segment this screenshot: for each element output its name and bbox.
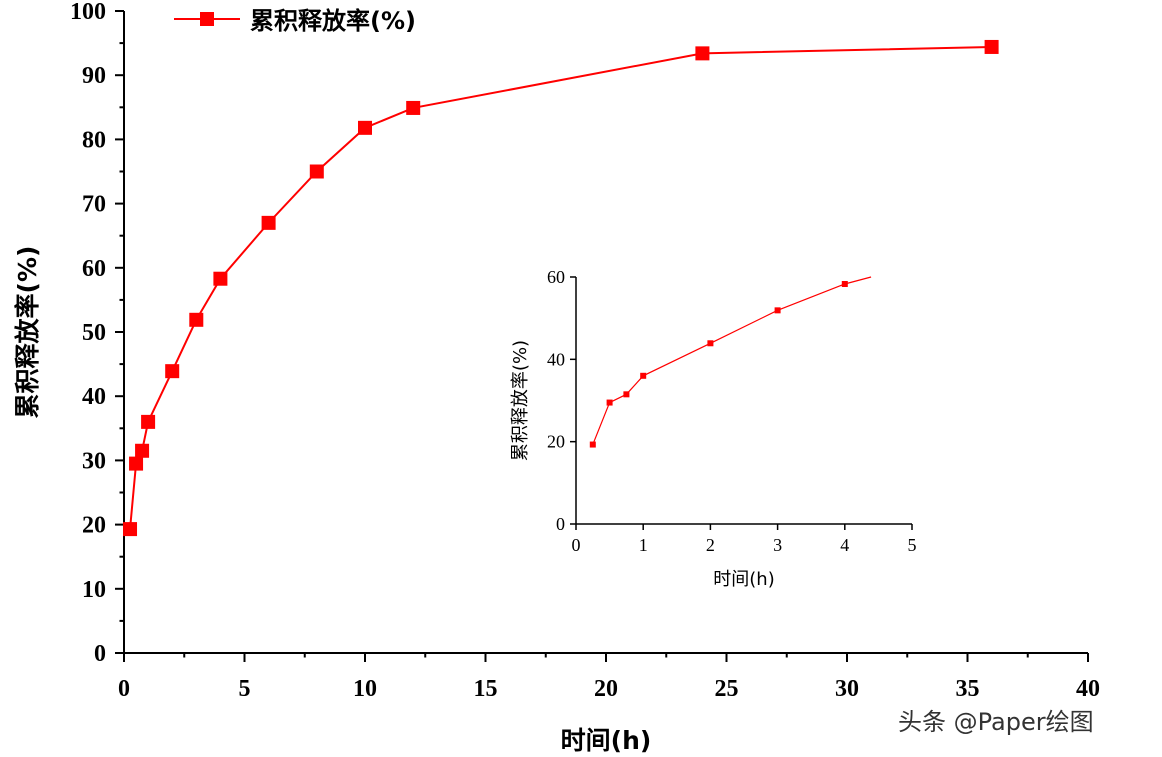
x-tick-label: 3: [773, 535, 782, 555]
data-point-marker: [640, 372, 647, 379]
main-y-axis-title: 累积释放率(%): [13, 246, 42, 419]
data-point-marker: [695, 46, 710, 61]
x-tick-label: 25: [715, 676, 739, 702]
data-point-marker: [623, 391, 630, 398]
data-point-marker: [774, 307, 781, 314]
y-tick-label: 0: [556, 514, 565, 534]
x-tick-label: 4: [840, 535, 849, 555]
y-tick-label: 60: [82, 256, 106, 282]
x-tick-label: 1: [639, 535, 648, 555]
legend-label: 累积释放率(%): [250, 7, 416, 35]
inset-plot: 0 1 2 3 4 5 0 20 40 60 时间(h) 累积释放率(%): [510, 267, 917, 590]
main-markers: [123, 39, 999, 537]
data-point-marker: [261, 215, 276, 230]
data-point-marker: [213, 271, 228, 286]
data-point-marker: [358, 120, 372, 135]
y-tick-label: 70: [82, 192, 106, 218]
y-tick-label: 80: [82, 127, 106, 153]
main-series-line: [129, 45, 992, 530]
main-x-axis-title: 时间(h): [561, 726, 652, 755]
data-point-marker: [406, 100, 421, 115]
watermark: 头条 @Paper绘图: [898, 708, 1094, 736]
y-tick-label: 90: [82, 63, 106, 89]
data-point-marker: [123, 522, 138, 537]
y-tick-label: 20: [547, 432, 565, 452]
x-tick-label: 30: [835, 676, 859, 702]
inset-series-line: [592, 276, 872, 445]
y-tick-label: 40: [82, 384, 106, 410]
data-point-marker: [309, 164, 324, 179]
y-tick-label: 20: [82, 513, 106, 539]
y-tick-label: 0: [94, 641, 106, 667]
data-point-marker: [189, 312, 204, 327]
x-tick-label: 20: [594, 676, 618, 702]
data-point-marker: [141, 414, 156, 429]
data-point-marker: [589, 441, 596, 448]
data-point-marker: [135, 443, 150, 458]
x-tick-label: 5: [908, 535, 917, 555]
y-tick-label: 40: [547, 349, 565, 369]
data-point-marker: [606, 399, 613, 406]
x-tick-label: 35: [956, 676, 980, 702]
x-tick-label: 5: [239, 676, 251, 702]
data-point-marker: [984, 39, 999, 54]
x-tick-label: 10: [353, 676, 377, 702]
legend: 累积释放率(%): [174, 7, 416, 35]
data-point-marker: [129, 456, 144, 471]
inset-y-axis-title: 累积释放率(%): [510, 340, 531, 461]
x-tick-label: 0: [572, 535, 581, 555]
y-tick-label: 30: [82, 448, 106, 474]
y-tick-label: 60: [547, 267, 565, 287]
legend-marker: [200, 12, 214, 26]
data-point-marker: [165, 364, 180, 379]
inset-x-axis-title: 时间(h): [713, 569, 774, 590]
x-tick-label: 2: [706, 535, 715, 555]
x-tick-label: 40: [1076, 676, 1100, 702]
inset-markers: [589, 280, 848, 448]
inset-ticks: 0 1 2 3 4 5 0 20 40 60: [547, 267, 917, 555]
y-tick-label: 100: [70, 0, 106, 25]
data-point-marker: [707, 340, 714, 347]
y-tick-label: 10: [82, 577, 106, 603]
x-tick-label: 15: [474, 676, 498, 702]
x-tick-label: 0: [118, 676, 130, 702]
data-point-marker: [841, 280, 848, 287]
y-tick-label: 50: [82, 320, 106, 346]
